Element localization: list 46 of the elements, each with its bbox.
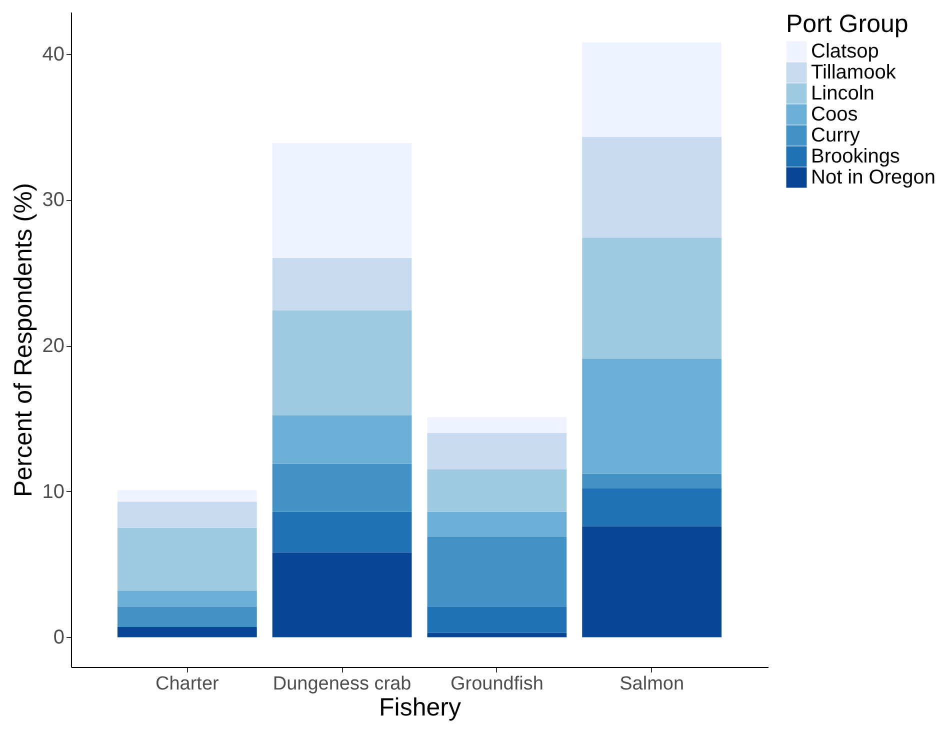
bar [427, 512, 567, 537]
y-tick-label: 0 [53, 626, 64, 649]
bar [272, 416, 412, 464]
legend-label: Curry [811, 124, 860, 146]
bar [117, 490, 257, 502]
legend-label: Not in Oregon [811, 166, 936, 188]
bar [582, 526, 722, 638]
bar [582, 358, 722, 474]
x-axis-title: Fishery [379, 694, 462, 722]
x-tick-label: Salmon [620, 674, 684, 694]
bar [117, 590, 257, 607]
x-tick-label: Charter [155, 674, 220, 694]
bar [427, 470, 567, 512]
y-tick-label: 20 [42, 335, 64, 358]
bar [427, 632, 567, 638]
y-tick-label: 40 [42, 43, 64, 66]
bar [272, 142, 412, 258]
y-tick-label: 30 [42, 189, 64, 212]
bar [117, 627, 257, 638]
bar [427, 433, 567, 470]
legend-label: Tillamook [811, 62, 897, 84]
legend-label: Lincoln [811, 82, 874, 104]
bar [427, 417, 567, 434]
bar [272, 552, 412, 638]
bar [582, 238, 722, 359]
bar [582, 42, 722, 137]
x-tick-label: Groundfish [450, 674, 544, 694]
bar [582, 488, 722, 526]
legend-label: Coos [811, 104, 858, 126]
bar [582, 136, 722, 238]
y-axis-title: Percent of Respondents (%) [9, 182, 38, 498]
bar [272, 310, 412, 416]
bar [272, 512, 412, 553]
bar [272, 464, 412, 512]
legend-title: Port Group [786, 10, 908, 38]
bar [117, 528, 257, 591]
bar [427, 606, 567, 633]
bar [117, 502, 257, 528]
bar [117, 606, 257, 628]
legend-label: Brookings [811, 146, 900, 168]
x-tick-label: Dungeness crab [272, 674, 412, 694]
bar [272, 258, 412, 311]
bar [582, 474, 722, 488]
legend-label: Clatsop [811, 40, 879, 62]
y-tick-label: 10 [42, 480, 64, 503]
bar [427, 536, 567, 607]
